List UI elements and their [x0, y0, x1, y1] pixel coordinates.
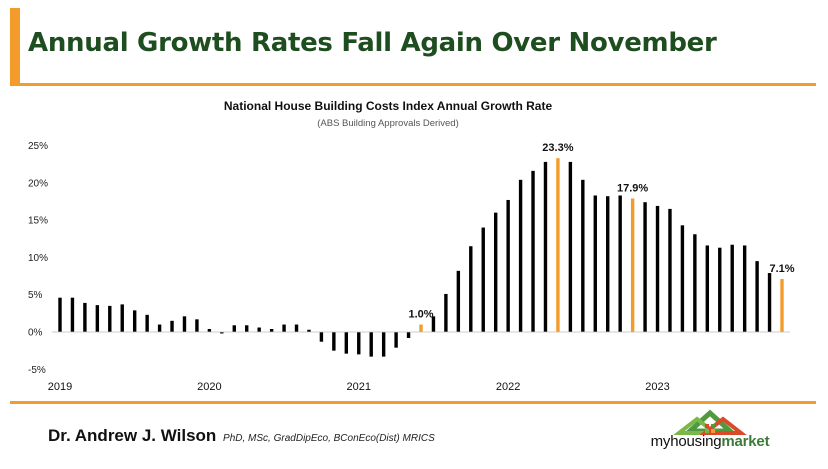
bar-value-label: 1.0%: [408, 309, 433, 321]
bar: [58, 297, 62, 332]
bar: [742, 245, 747, 332]
page-title: Annual Growth Rates Fall Again Over Nove…: [28, 28, 717, 58]
bar: [693, 234, 697, 332]
bar: [207, 329, 212, 332]
bar: [182, 316, 187, 332]
y-axis-ticks: 25% 20% 15% 10% 5% 0% -5%: [28, 141, 48, 376]
y-tick-label: -5%: [28, 365, 46, 376]
bar: [307, 329, 311, 332]
highlight-bar: [630, 198, 635, 332]
bar: [568, 161, 573, 332]
bar: [680, 225, 685, 332]
author-block: Dr. Andrew J. Wilson PhD, MSc, GradDipEc…: [48, 426, 435, 446]
y-tick-label: 0%: [28, 328, 43, 339]
bar: [145, 314, 149, 332]
bar: [132, 310, 137, 332]
bar: [767, 273, 772, 332]
bar: [730, 244, 734, 332]
bar: [357, 332, 361, 355]
bar: [469, 246, 473, 332]
bar: [593, 195, 597, 332]
bar: [456, 270, 461, 332]
bar: [319, 332, 324, 342]
bar: [83, 302, 87, 332]
bar-series: [58, 158, 784, 357]
header-divider: [10, 83, 816, 86]
bar-value-label: 17.9%: [617, 183, 648, 195]
chart-title: National House Building Costs Index Annu…: [224, 99, 553, 113]
highlight-labels: 1.0% 23.3% 17.9% 7.1%: [408, 142, 794, 320]
bar: [394, 332, 398, 348]
title-accent-bar: [10, 8, 20, 84]
bar: [232, 325, 236, 332]
bar: [195, 319, 199, 332]
y-tick-label: 5%: [28, 290, 43, 301]
bar: [282, 324, 286, 332]
bar: [406, 332, 411, 338]
bar: [220, 332, 224, 334]
growth-rate-chart: National House Building Costs Index Annu…: [28, 99, 795, 393]
bar: [257, 327, 261, 332]
chart-subtitle: (ABS Building Approvals Derived): [317, 118, 459, 129]
bar: [581, 179, 585, 332]
x-year-label: 2022: [496, 381, 520, 393]
myhousingmarket-logo: myhousingmarket: [635, 407, 785, 459]
bar: [643, 202, 647, 332]
bar: [481, 227, 485, 332]
author-credentials: PhD, MSc, GradDipEco, BConEco(Dist) MRIC…: [223, 433, 435, 444]
logo-wordmark: myhousingmarket: [650, 433, 770, 450]
house-roof-icon: [673, 409, 747, 435]
bar: [655, 205, 660, 332]
highlight-bar: [556, 158, 560, 332]
highlight-bar: [780, 279, 784, 332]
bar: [108, 305, 112, 332]
bar: [245, 325, 249, 332]
bar: [606, 196, 610, 332]
bar-value-label: 23.3%: [542, 142, 573, 154]
bar: [493, 212, 498, 332]
bar: [506, 199, 510, 332]
highlight-bar: [419, 324, 423, 332]
bar: [668, 208, 672, 332]
bar: [269, 329, 274, 332]
bar: [332, 332, 336, 351]
y-tick-label: 10%: [28, 253, 48, 264]
bar: [518, 179, 523, 332]
bar: [444, 293, 448, 332]
bar: [157, 324, 162, 332]
x-year-label: 2020: [197, 381, 221, 393]
bar: [543, 161, 548, 332]
bar: [431, 316, 436, 332]
bar: [755, 261, 759, 332]
x-year-label: 2023: [645, 381, 669, 393]
x-year-label: 2021: [347, 381, 371, 393]
bar: [120, 304, 124, 332]
author-name: Dr. Andrew J. Wilson: [48, 426, 217, 445]
bar: [531, 170, 535, 332]
footer-divider: [10, 401, 816, 404]
y-tick-label: 15%: [28, 216, 48, 227]
bar: [705, 245, 710, 332]
bar: [95, 305, 100, 332]
bar: [70, 297, 75, 332]
bar: [294, 324, 299, 332]
bar-value-label: 7.1%: [769, 263, 794, 275]
y-tick-label: 20%: [28, 178, 48, 189]
y-tick-label: 25%: [28, 141, 48, 152]
bar: [618, 195, 622, 332]
x-axis-year-labels: 2019 2020 2021 2022 2023: [48, 381, 670, 393]
bar: [718, 247, 722, 332]
bar: [381, 332, 386, 357]
bar: [369, 332, 373, 357]
bar: [344, 332, 349, 354]
bar: [170, 320, 174, 332]
x-year-label: 2019: [48, 381, 72, 393]
